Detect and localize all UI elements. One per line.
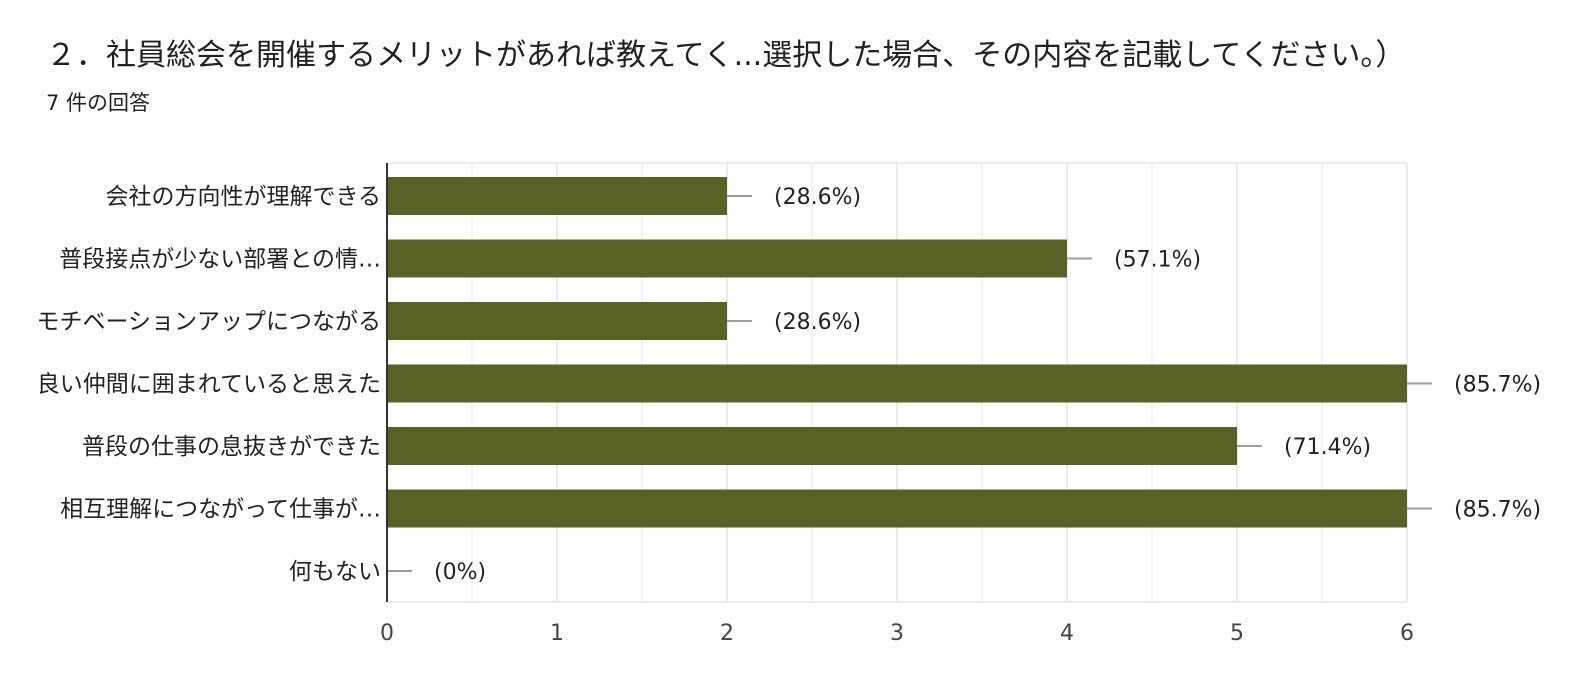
value-label: (0%) (434, 560, 486, 585)
value-label: (85.7%) (1454, 498, 1541, 523)
category-label: モチベーションアップにつながる (36, 309, 381, 335)
bar (387, 239, 1067, 278)
x-tick-label: 1 (550, 621, 564, 646)
value-label: (71.4%) (1284, 435, 1371, 460)
x-tick-label: 3 (890, 621, 904, 646)
value-label: (28.6%) (774, 185, 861, 210)
category-label: 何もない (289, 559, 381, 585)
category-label: 普段の仕事の息抜きができた (82, 434, 381, 460)
value-label: (57.1%) (1114, 248, 1201, 273)
bar (387, 177, 727, 215)
category-label: 普段接点が少ない部署との情… (59, 247, 381, 273)
bar (387, 364, 1407, 403)
x-tick-label: 0 (380, 621, 394, 646)
x-tick-label: 4 (1060, 621, 1074, 646)
x-tick-label: 6 (1400, 621, 1414, 646)
response-count: 7 件の回答 (46, 91, 151, 115)
bar (387, 302, 727, 340)
category-label: 良い仲間に囲まれていると思えた (37, 372, 381, 398)
bar (387, 489, 1407, 528)
category-label: 相互理解につながって仕事が… (60, 497, 381, 523)
x-tick-label: 5 (1230, 621, 1244, 646)
question-title: ２．社員総会を開催するメリットがあれば教えてく...選択した場合、その内容を記載… (46, 38, 1406, 73)
value-label: (85.7%) (1454, 373, 1541, 398)
value-label: (28.6%) (774, 310, 861, 335)
category-label: 会社の方向性が理解できる (105, 184, 381, 210)
bar (387, 427, 1237, 465)
x-tick-label: 2 (720, 621, 734, 646)
